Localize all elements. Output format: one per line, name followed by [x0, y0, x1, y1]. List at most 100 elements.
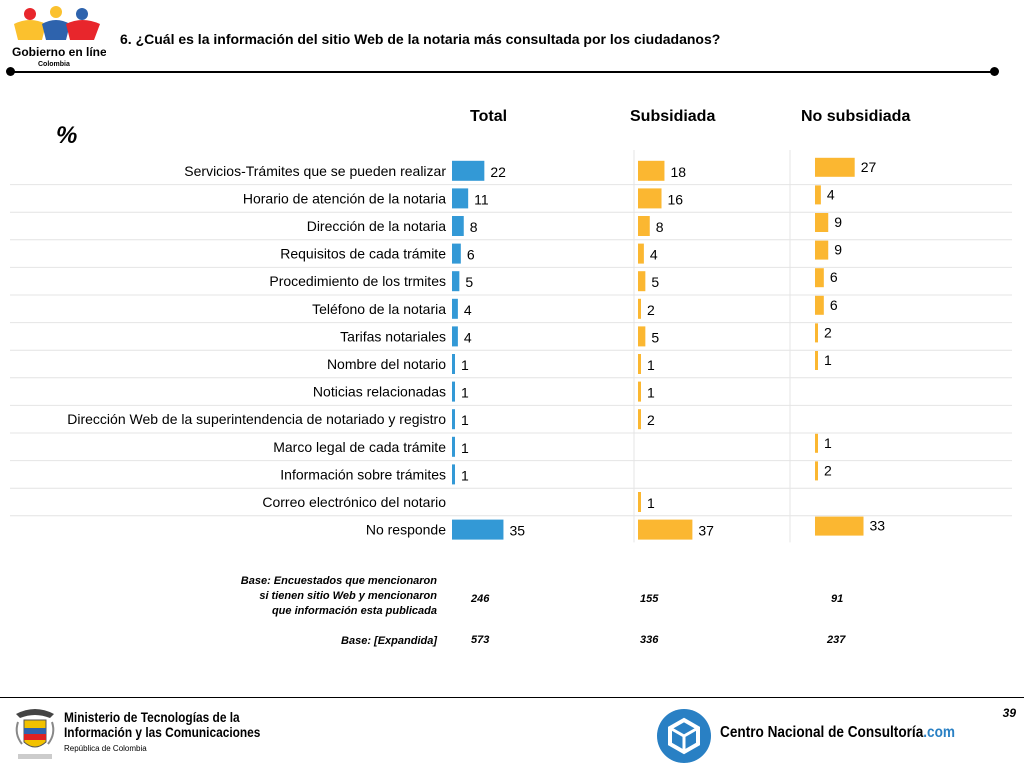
value-label-total-tarifas-notariales: 4 [464, 329, 472, 345]
column-header-total: Total [470, 108, 508, 125]
value-label-subsidiada-procedimiento-de-los-trmites: 5 [651, 274, 659, 290]
rule-right-dot [990, 67, 999, 76]
gobierno-en-linea-logo: Gobierno en línea Colombia [8, 4, 114, 68]
bar-no-subsidiada-informacion-sobre-tramites [815, 461, 818, 481]
row-label-nombre-del-notario: Nombre del notario [327, 356, 446, 372]
cnc-name-main: Centro Nacional de Consultoría [720, 724, 924, 741]
value-label-total-direccion-web-de-la-superintendencia-de-notariado-y-registro: 1 [461, 412, 469, 428]
column-header-subsidiada: Subsidiada [630, 108, 716, 125]
value-label-subsidiada-direccion-de-la-notaria: 8 [656, 219, 664, 235]
percent-symbol: % [56, 122, 78, 149]
header-rule [10, 71, 994, 73]
base-2-total: 573 [471, 634, 490, 646]
bar-total-direccion-web-de-la-superintendencia-de-notariado-y-registro [452, 409, 455, 430]
base-2-no-subsidiada: 237 [827, 634, 846, 646]
ministry-subtitle: República de Colombia [64, 744, 147, 753]
column-header-no-subsidiada: No subsidiada [801, 108, 911, 125]
bar-subsidiada-direccion-web-de-la-superintendencia-de-notariado-y-registro [638, 409, 641, 430]
bar-no-subsidiada-procedimiento-de-los-trmites [815, 268, 824, 288]
cnc-name-suffix: .com [923, 724, 956, 741]
value-label-total-servicios-tramites-que-se-pueden-realizar: 22 [490, 164, 506, 180]
row-label-informacion-sobre-tramites: Información sobre trámites [280, 466, 446, 482]
value-label-total-nombre-del-notario: 1 [461, 357, 469, 373]
value-label-subsidiada-tarifas-notariales: 5 [651, 329, 659, 345]
bar-subsidiada-noticias-relacionadas [638, 381, 641, 402]
row-label-direccion-de-la-notaria: Dirección de la notaria [307, 218, 447, 234]
value-label-no-subsidiada-requisitos-de-cada-tramite: 9 [834, 242, 842, 258]
ministry-name: Ministerio de Tecnologías de la Informac… [64, 710, 260, 740]
value-label-total-marco-legal-de-cada-tramite: 1 [461, 440, 469, 456]
bar-total-requisitos-de-cada-tramite [452, 243, 461, 264]
bar-total-horario-de-atencion-de-la-notaria [452, 188, 469, 209]
bar-total-servicios-tramites-que-se-pueden-realizar [452, 160, 485, 181]
bar-total-noticias-relacionadas [452, 381, 455, 402]
bar-subsidiada-horario-de-atencion-de-la-notaria [638, 188, 662, 209]
cnc-name: Centro Nacional de Consultoría.com [720, 724, 955, 742]
ministry-line-1: Ministerio de Tecnologías de la [64, 709, 240, 725]
value-label-subsidiada-servicios-tramites-que-se-pueden-realizar: 18 [670, 164, 686, 180]
base-1-subsidiada: 155 [640, 593, 659, 605]
value-label-no-subsidiada-no-responde: 33 [870, 518, 886, 534]
bar-no-subsidiada-direccion-de-la-notaria [815, 213, 829, 232]
bar-subsidiada-direccion-de-la-notaria [638, 216, 650, 236]
bar-no-subsidiada-servicios-tramites-que-se-pueden-realizar [815, 157, 855, 177]
row-label-correo-electronico-del-notario: Correo electrónico del notario [262, 494, 446, 510]
base-label-1-line: si tienen sitio Web y mencionaron [259, 590, 437, 602]
bar-no-subsidiada-tarifas-notariales [815, 323, 818, 343]
bar-subsidiada-telefono-de-la-notaria [638, 298, 641, 319]
value-label-subsidiada-nombre-del-notario: 1 [647, 357, 655, 373]
bar-no-subsidiada-horario-de-atencion-de-la-notaria [815, 185, 821, 205]
colombia-shield-icon [12, 704, 58, 762]
value-label-total-requisitos-de-cada-tramite: 6 [467, 247, 475, 263]
bar-total-tarifas-notariales [452, 326, 458, 347]
bar-total-telefono-de-la-notaria [452, 298, 458, 319]
value-label-total-no-responde: 35 [509, 523, 525, 539]
question-title: 6. ¿Cuál es la información del sitio Web… [120, 31, 721, 47]
value-label-total-direccion-de-la-notaria: 8 [470, 219, 478, 235]
value-label-no-subsidiada-marco-legal-de-cada-tramite: 1 [824, 435, 832, 451]
bar-subsidiada-requisitos-de-cada-tramite [638, 243, 644, 264]
bar-total-procedimiento-de-los-trmites [452, 271, 460, 292]
value-label-subsidiada-direccion-web-de-la-superintendencia-de-notariado-y-registro: 2 [647, 412, 655, 428]
row-label-requisitos-de-cada-tramite: Requisitos de cada trámite [280, 246, 446, 262]
bar-total-no-responde [452, 519, 504, 540]
row-label-no-responde: No responde [366, 522, 446, 538]
bar-total-marco-legal-de-cada-tramite [452, 436, 455, 457]
row-label-servicios-tramites-que-se-pueden-realizar: Servicios-Trámites que se pueden realiza… [184, 163, 446, 179]
cnc-logo-icon [656, 708, 712, 764]
value-label-subsidiada-telefono-de-la-notaria: 2 [647, 302, 655, 318]
base-1-no-subsidiada: 91 [831, 593, 844, 605]
row-label-procedimiento-de-los-trmites: Procedimiento de los trmites [269, 273, 446, 289]
row-label-horario-de-atencion-de-la-notaria: Horario de atención de la notaria [243, 190, 446, 206]
value-label-no-subsidiada-horario-de-atencion-de-la-notaria: 4 [827, 186, 835, 202]
base-label-2: Base: [Expandida] [341, 635, 437, 647]
base-label-1-line: que información esta publicada [271, 605, 437, 617]
value-label-subsidiada-requisitos-de-cada-tramite: 4 [650, 247, 658, 263]
logo-subtext: Colombia [38, 61, 70, 68]
bar-subsidiada-tarifas-notariales [638, 326, 646, 347]
base-label-1: Base: Encuestados que mencionaron si tie… [177, 574, 437, 619]
bar-no-subsidiada-nombre-del-notario [815, 351, 818, 370]
value-label-no-subsidiada-telefono-de-la-notaria: 6 [830, 297, 838, 313]
base-1-total: 246 [471, 593, 490, 605]
bar-no-subsidiada-telefono-de-la-notaria [815, 295, 824, 315]
ministry-line-2: Información y las Comunicaciones [64, 724, 261, 740]
bar-chart: Servicios-Trámites que se pueden realiza… [10, 150, 1012, 543]
value-label-no-subsidiada-informacion-sobre-tramites: 2 [824, 462, 832, 478]
base-2-subsidiada: 336 [640, 634, 659, 646]
base-label-1-line: Base: Encuestados que mencionaron [240, 575, 437, 587]
bar-no-subsidiada-requisitos-de-cada-tramite [815, 240, 829, 260]
bar-total-nombre-del-notario [452, 354, 455, 374]
footer-rule [0, 697, 1024, 698]
value-label-subsidiada-correo-electronico-del-notario: 1 [647, 495, 655, 511]
value-label-total-informacion-sobre-tramites: 1 [461, 467, 469, 483]
value-label-no-subsidiada-servicios-tramites-que-se-pueden-realizar: 27 [861, 159, 877, 175]
bar-no-subsidiada-no-responde [815, 516, 864, 536]
bar-subsidiada-servicios-tramites-que-se-pueden-realizar [638, 160, 665, 181]
bar-subsidiada-correo-electronico-del-notario [638, 492, 641, 512]
value-label-total-procedimiento-de-los-trmites: 5 [465, 274, 473, 290]
value-label-no-subsidiada-nombre-del-notario: 1 [824, 352, 832, 368]
bar-subsidiada-nombre-del-notario [638, 354, 641, 374]
logo-text: Gobierno en línea [12, 45, 106, 59]
row-label-tarifas-notariales: Tarifas notariales [340, 328, 446, 344]
